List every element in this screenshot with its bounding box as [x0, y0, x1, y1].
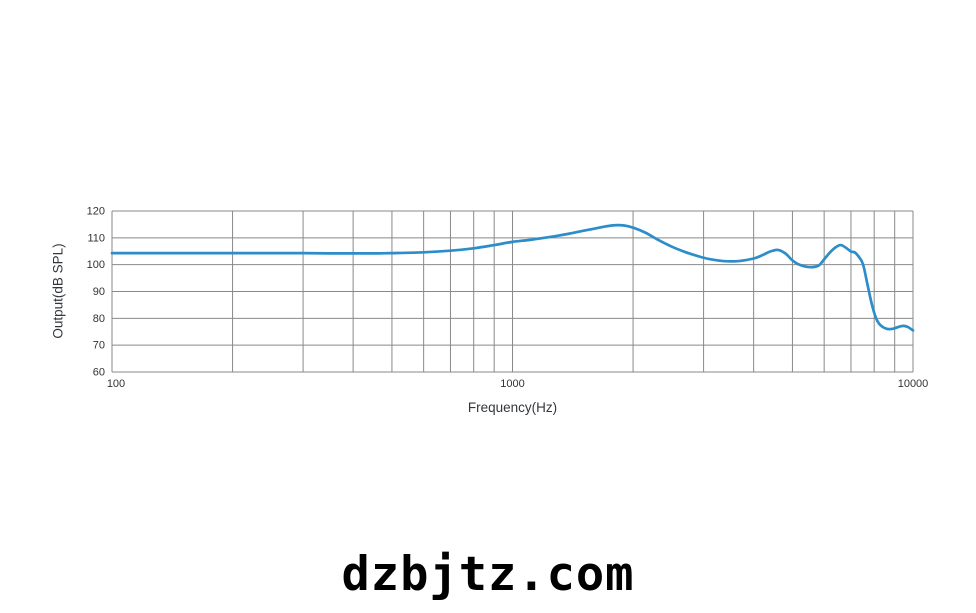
y-tick-label: 90: [93, 286, 105, 298]
x-axis-title: Frequency(Hz): [467, 400, 558, 415]
x-tick-label: 1000: [500, 378, 524, 390]
y-tick-label: 110: [87, 232, 105, 244]
x-tick-label: 100: [107, 378, 125, 390]
watermark-text: dzbjtz.com: [341, 547, 635, 602]
response-curve: [110, 223, 915, 332]
y-tick-label: 100: [87, 259, 105, 271]
y-tick-label: 120: [87, 206, 105, 218]
y-tick-label: 60: [93, 367, 105, 379]
y-axis-title: Output(dB SPL): [50, 243, 66, 339]
y-tick-label: 70: [93, 340, 105, 352]
frequency-response-chart: 120 110 100 90 80 70 60 100 1000 10000 Output(dB …: [50, 206, 929, 416]
y-tick-label: 80: [93, 313, 105, 325]
x-tick-label: 10000: [898, 378, 929, 390]
